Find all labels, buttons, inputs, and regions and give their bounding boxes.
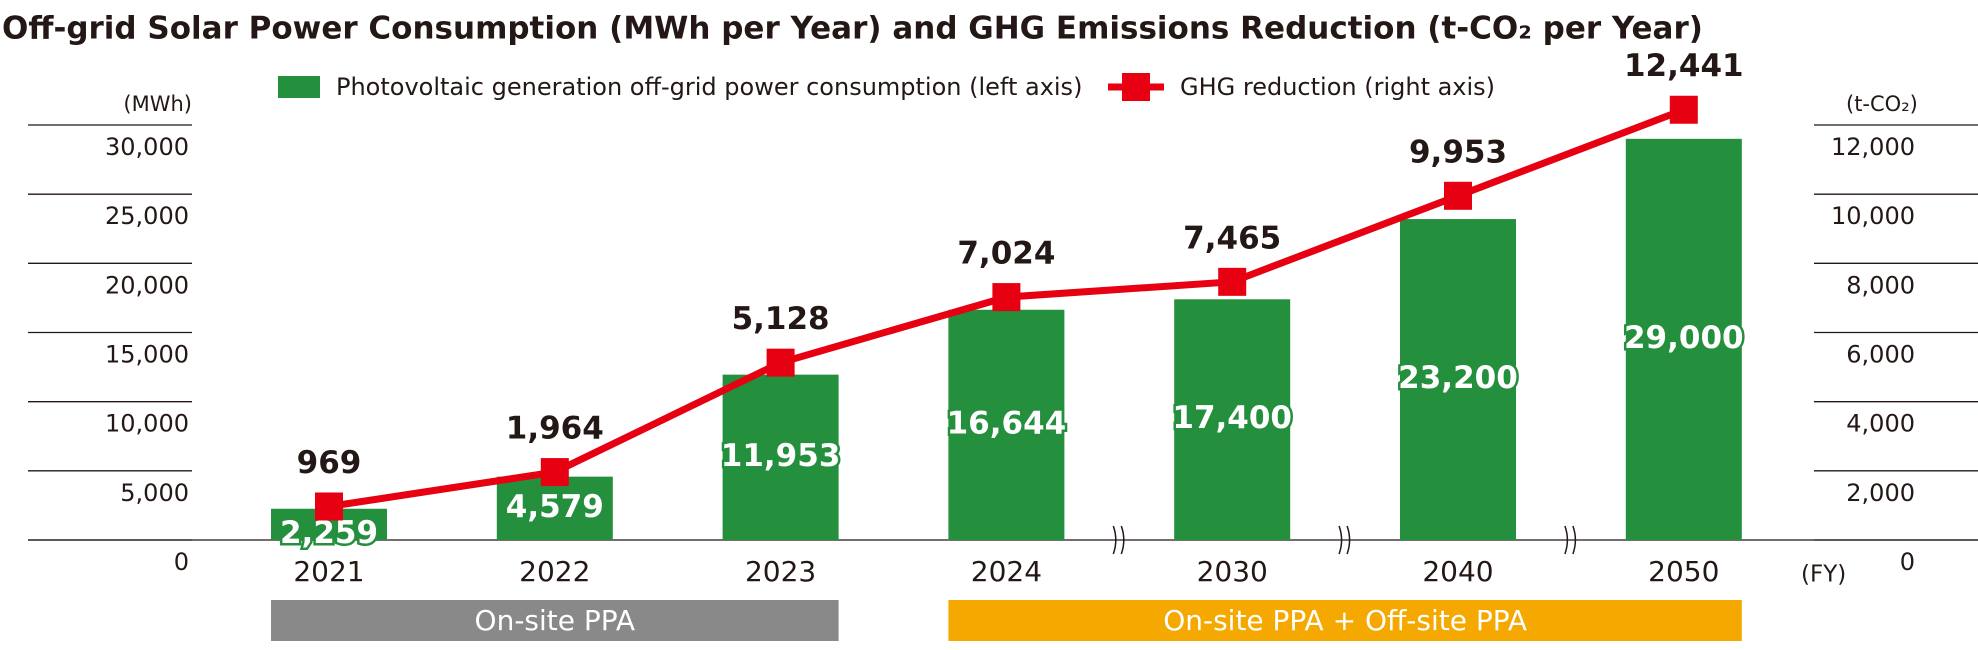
- line-value-label: 1,964: [506, 411, 604, 447]
- line-marker: [540, 458, 569, 487]
- line-marker: [1669, 95, 1698, 124]
- line-value-label: 7,024: [957, 236, 1055, 272]
- group-label: On-site PPA: [475, 604, 636, 637]
- bar-value-label: 17,400: [1172, 400, 1292, 436]
- bar-value-label: 4,579: [506, 489, 604, 525]
- legend-label: GHG reduction (right axis): [1180, 73, 1495, 101]
- line-value-label: 969: [297, 445, 362, 481]
- line-marker: [315, 492, 343, 521]
- y2-tick-label: 12,000: [1831, 133, 1915, 161]
- bar: [948, 309, 1065, 540]
- group-band: [948, 600, 1742, 641]
- y-tick-label: 20,000: [105, 271, 189, 299]
- y-tick-label: 0: [174, 548, 189, 576]
- y2-tick-label: 2,000: [1846, 479, 1915, 507]
- y2-tick-label: 8,000: [1846, 271, 1915, 299]
- y-tick-label: 30,000: [105, 133, 189, 161]
- y2-tick-label: 10,000: [1831, 202, 1915, 230]
- line-value-label: 7,465: [1183, 220, 1281, 256]
- bar: [1400, 219, 1516, 541]
- x-tick-label: 2030: [1197, 555, 1268, 588]
- x-tick-label: 2040: [1422, 555, 1493, 588]
- y-tick-label: 5,000: [120, 479, 189, 507]
- y-tick-label: 25,000: [105, 202, 189, 230]
- x-tick-label: 2021: [293, 555, 364, 588]
- y2-axis-unit: (t-CO₂): [1846, 92, 1918, 116]
- y-tick-label: 10,000: [105, 410, 189, 438]
- line-marker: [766, 348, 795, 377]
- bar-value-label: 23,200: [1398, 360, 1518, 396]
- axis-break: [1112, 525, 1117, 555]
- axis-break: [1120, 525, 1125, 555]
- bar: [1174, 299, 1291, 540]
- x-tick-label: 2024: [971, 555, 1042, 588]
- y2-tick-label: 0: [1900, 548, 1915, 576]
- y-axis-unit: (MWh): [123, 92, 192, 116]
- bar-value-label: 29,000: [1624, 320, 1744, 356]
- axis-break: [1572, 525, 1577, 555]
- line-marker: [992, 283, 1021, 312]
- line-marker: [1218, 267, 1247, 296]
- group-label: On-site PPA + Off-site PPA: [1163, 604, 1527, 637]
- y2-tick-label: 4,000: [1846, 410, 1915, 438]
- axis-break: [1346, 525, 1351, 555]
- bar: [722, 374, 839, 540]
- axis-break: [1338, 525, 1343, 555]
- x-tick-label: 2022: [519, 555, 590, 588]
- y-tick-label: 15,000: [105, 341, 189, 369]
- legend-marker: [1122, 73, 1150, 101]
- y2-tick-label: 6,000: [1846, 341, 1915, 369]
- line-marker: [1444, 181, 1472, 210]
- bar-value-label: 11,953: [721, 438, 841, 474]
- x-tick-label: 2023: [745, 555, 816, 588]
- x-tick-label: 2050: [1648, 555, 1719, 588]
- legend-label: Photovoltaic generation off-grid power c…: [336, 73, 1082, 101]
- group-band: [271, 600, 839, 641]
- chart-title: Off-grid Solar Power Consumption (MWh pe…: [2, 11, 1703, 47]
- bar-value-label: 16,644: [947, 405, 1067, 441]
- line-value-label: 5,128: [732, 301, 830, 337]
- x-axis-unit: (FY): [1801, 562, 1846, 588]
- bar: [1625, 138, 1742, 541]
- axis-break: [1564, 525, 1569, 555]
- bar-value-label: 2,259: [280, 515, 378, 551]
- bar: [496, 476, 613, 540]
- legend-swatch: [278, 76, 320, 98]
- line-value-label: 12,441: [1624, 48, 1744, 84]
- line-value-label: 9,953: [1409, 134, 1507, 170]
